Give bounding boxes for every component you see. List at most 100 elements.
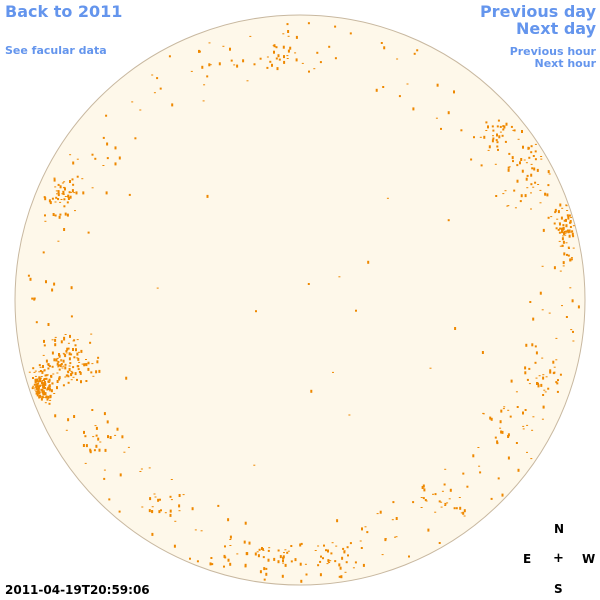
- feature-point: [76, 352, 79, 356]
- feature-point: [66, 201, 69, 204]
- feature-point: [290, 545, 293, 547]
- feature-point: [35, 321, 38, 324]
- feature-point: [98, 448, 101, 452]
- feature-point: [282, 562, 285, 564]
- feature-point: [277, 560, 280, 564]
- feature-point: [531, 167, 534, 170]
- feature-point: [526, 451, 528, 453]
- previous-day-link[interactable]: Previous day: [479, 2, 596, 21]
- feature-point: [69, 154, 72, 156]
- feature-point: [542, 374, 545, 376]
- feature-point: [154, 496, 157, 498]
- feature-point: [67, 381, 70, 384]
- feature-point: [67, 342, 70, 344]
- feature-point: [524, 366, 527, 370]
- feature-point: [382, 86, 385, 88]
- feature-point: [524, 371, 527, 375]
- feature-point: [463, 509, 466, 513]
- feature-point: [75, 348, 77, 352]
- feature-point: [263, 567, 266, 571]
- feature-point: [440, 127, 442, 130]
- feature-point: [29, 277, 32, 281]
- feature-point: [490, 497, 493, 500]
- feature-point: [34, 381, 37, 383]
- feature-point: [114, 434, 117, 436]
- feature-point: [534, 181, 537, 184]
- feature-point: [54, 214, 57, 217]
- feature-point: [521, 169, 524, 173]
- feature-point: [479, 471, 482, 474]
- feature-point: [56, 193, 58, 195]
- feature-point: [559, 373, 562, 376]
- feature-point: [51, 288, 54, 292]
- feature-point: [534, 345, 537, 348]
- feature-point: [396, 58, 399, 60]
- feature-point: [39, 370, 42, 372]
- feature-point: [81, 178, 84, 180]
- feature-point: [283, 55, 285, 59]
- next-hour-link[interactable]: Next hour: [534, 57, 597, 70]
- feature-point: [62, 359, 65, 363]
- feature-point: [361, 527, 363, 531]
- feature-layer: [27, 22, 580, 583]
- feature-point: [334, 25, 337, 28]
- feature-point: [504, 140, 507, 143]
- feature-point: [43, 380, 46, 384]
- feature-point: [530, 208, 532, 210]
- feature-point: [408, 555, 410, 558]
- feature-point: [51, 339, 54, 341]
- feature-point: [565, 230, 568, 233]
- feature-point: [379, 510, 382, 514]
- feature-point: [530, 151, 533, 154]
- feature-point: [563, 231, 565, 235]
- feature-point: [564, 234, 567, 236]
- feature-point: [562, 227, 565, 231]
- feature-point: [559, 227, 562, 230]
- feature-point: [65, 352, 68, 354]
- feature-point: [169, 495, 172, 498]
- feature-point: [520, 158, 523, 161]
- feature-point: [60, 359, 63, 361]
- feature-point: [56, 362, 59, 366]
- feature-point: [87, 361, 90, 364]
- feature-point: [547, 170, 550, 174]
- feature-point: [71, 178, 74, 181]
- feature-point: [46, 363, 49, 365]
- feature-point: [95, 370, 98, 374]
- feature-point: [48, 387, 51, 389]
- previous-hour-link[interactable]: Previous hour: [509, 45, 596, 58]
- feature-point: [36, 391, 39, 394]
- feature-point: [76, 378, 78, 381]
- feature-point: [492, 135, 494, 137]
- feature-point: [59, 213, 62, 216]
- feature-point: [190, 70, 193, 72]
- feature-point: [76, 158, 79, 160]
- feature-point: [236, 553, 239, 555]
- feature-point: [499, 125, 502, 128]
- feature-point: [92, 375, 95, 377]
- feature-point: [421, 486, 424, 489]
- feature-point: [37, 382, 40, 385]
- feature-point: [67, 194, 70, 198]
- feature-point: [66, 347, 69, 351]
- feature-point: [72, 183, 75, 186]
- next-day-link[interactable]: Next day: [516, 19, 596, 38]
- feature-point: [67, 197, 70, 200]
- feature-point: [55, 358, 58, 362]
- feature-point: [572, 247, 575, 249]
- feature-point: [325, 549, 327, 552]
- feature-point: [552, 360, 555, 364]
- see-facular-data-link[interactable]: See facular data: [5, 44, 107, 57]
- feature-point: [412, 107, 415, 111]
- feature-point: [497, 119, 500, 122]
- feature-point: [118, 510, 121, 513]
- feature-point: [560, 216, 563, 220]
- back-to-year-link[interactable]: Back to 2011: [5, 2, 123, 21]
- feature-point: [567, 229, 569, 232]
- feature-point: [222, 45, 225, 47]
- feature-point: [489, 416, 492, 420]
- feature-point: [282, 560, 284, 562]
- feature-point: [275, 57, 278, 60]
- feature-point: [106, 142, 109, 146]
- feature-point: [340, 575, 343, 579]
